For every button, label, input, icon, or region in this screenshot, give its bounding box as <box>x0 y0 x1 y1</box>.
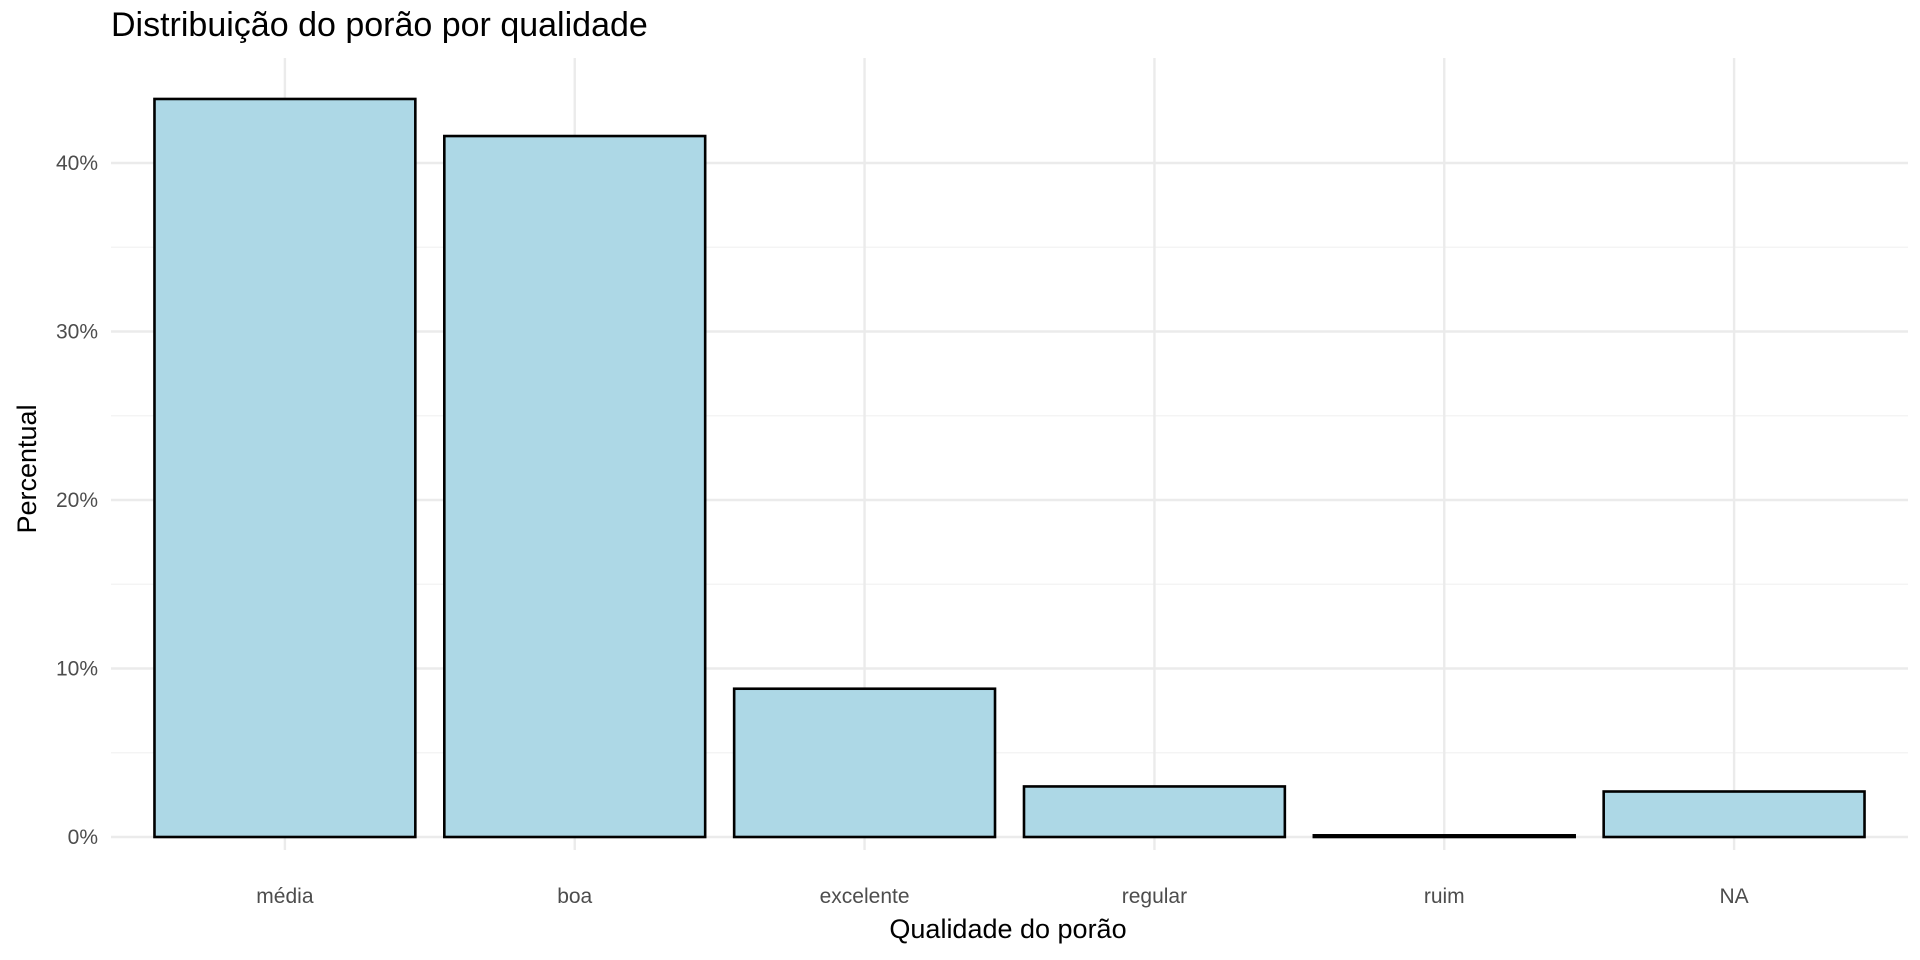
bar-regular <box>1022 785 1287 839</box>
x-axis-title: Qualidade do porão <box>889 914 1126 944</box>
bar-ruim <box>1312 834 1576 839</box>
x-tick-label: regular <box>1122 885 1187 908</box>
bar-excelente <box>732 687 997 839</box>
y-tick-label: 20% <box>56 489 98 512</box>
bars <box>153 97 1866 839</box>
y-tick-label: 10% <box>56 658 98 681</box>
x-tick-label: boa <box>557 885 592 908</box>
chart-title: Distribuição do porão por qualidade <box>111 6 648 44</box>
x-tick-label: média <box>256 885 314 908</box>
x-tick-label: NA <box>1720 885 1749 908</box>
y-axis-title: Percentual <box>12 404 42 533</box>
y-axis-ticks: 0% 10% 20% 30% 40% <box>56 152 98 849</box>
x-tick-label: ruim <box>1424 885 1465 908</box>
y-tick-label: 40% <box>56 152 98 175</box>
bar-boa <box>443 134 707 839</box>
x-tick-label: excelente <box>820 885 910 908</box>
bar-média <box>153 97 417 839</box>
y-tick-label: 0% <box>68 826 98 849</box>
bar-NA <box>1602 790 1866 839</box>
y-tick-label: 30% <box>56 321 98 344</box>
x-axis-ticks: média boa excelente regular ruim NA <box>256 885 1748 908</box>
